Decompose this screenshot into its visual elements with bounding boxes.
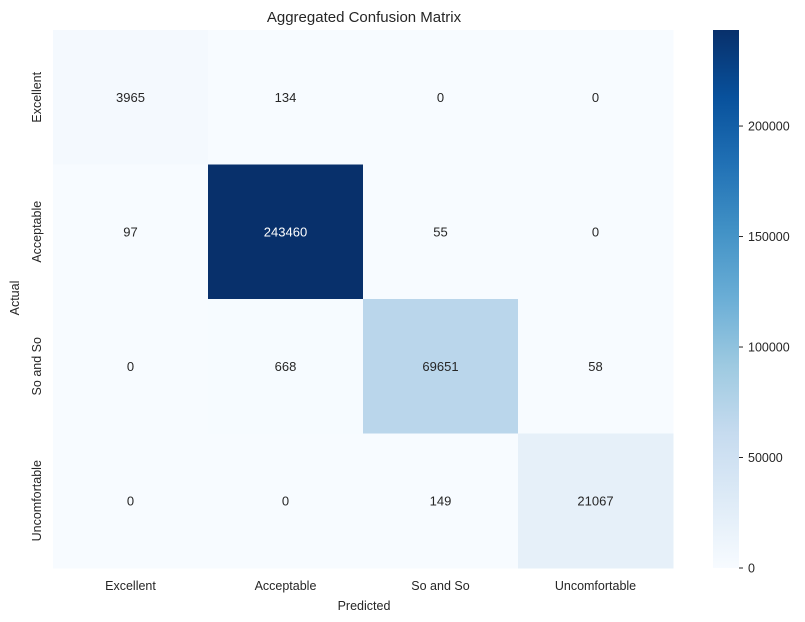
cell-value-label: 134 <box>275 90 297 105</box>
heatmap-cell <box>518 433 674 569</box>
cell-value-label: 69651 <box>422 359 458 374</box>
cell-value-label: 243460 <box>264 224 307 239</box>
heatmap-cell <box>363 30 519 165</box>
heatmap-cell <box>208 30 364 165</box>
heatmap-cell <box>208 433 364 569</box>
cell-value-label: 0 <box>127 493 134 508</box>
colorbar-tick-label: 100000 <box>748 341 790 355</box>
y-axis-label: Actual <box>8 281 22 316</box>
heatmap-cell <box>53 433 209 569</box>
heatmap-cell-labels: 3965 134 0 0 97 243460 55 0 0 668 69651 58 0 0 149 2106… <box>116 90 614 509</box>
cell-value-label: 0 <box>592 224 599 239</box>
heatmap-cell <box>208 299 364 434</box>
chart-title: Aggregated Confusion Matrix <box>267 9 462 26</box>
y-tick-label: Excellent <box>30 71 44 122</box>
heatmap-cell <box>53 164 209 300</box>
heatmap-cell <box>363 299 519 434</box>
x-axis-ticks: Excellent Acceptable So and So Uncomfortabl… <box>105 579 636 593</box>
cell-value-label: 149 <box>430 493 452 508</box>
heatmap-cell <box>518 299 674 434</box>
cell-value-label: 0 <box>282 493 289 508</box>
colorbar <box>713 30 739 568</box>
x-tick-label: So and So <box>411 579 469 593</box>
heatmap-cells <box>53 30 674 569</box>
y-tick-label: Uncomfortable <box>30 460 44 541</box>
colorbar-tick-label: 50000 <box>748 451 783 465</box>
x-axis-label: Predicted <box>338 599 391 613</box>
cell-value-label: 668 <box>275 359 297 374</box>
heatmap-cell <box>518 30 674 165</box>
heatmap-cell <box>363 433 519 569</box>
heatmap-cell <box>53 30 209 165</box>
cell-value-label: 0 <box>592 90 599 105</box>
colorbar-tick-label: 150000 <box>748 230 790 244</box>
y-axis-ticks: Excellent Acceptable So and So Uncomfortabl… <box>30 71 44 541</box>
heatmap-cell <box>363 164 519 300</box>
cell-value-label: 58 <box>588 359 602 374</box>
cell-value-label: 0 <box>437 90 444 105</box>
y-tick-label: So and So <box>30 337 44 395</box>
cell-value-label: 21067 <box>577 493 613 508</box>
cell-value-label: 97 <box>123 224 137 239</box>
cell-value-label: 55 <box>433 224 447 239</box>
colorbar-tick-label: 0 <box>748 562 755 576</box>
colorbar-tick-label: 200000 <box>748 120 790 134</box>
cell-value-label: 3965 <box>116 90 145 105</box>
y-tick-label: Acceptable <box>30 201 44 263</box>
heatmap-cell <box>53 299 209 434</box>
x-tick-label: Uncomfortable <box>555 579 636 593</box>
heatmap-cell <box>518 164 674 300</box>
x-tick-label: Excellent <box>105 579 156 593</box>
colorbar-ticks: 0 50000 100000 150000 200000 <box>739 120 790 576</box>
cell-value-label: 0 <box>127 359 134 374</box>
heatmap-cell <box>208 164 364 300</box>
x-tick-label: Acceptable <box>255 579 317 593</box>
